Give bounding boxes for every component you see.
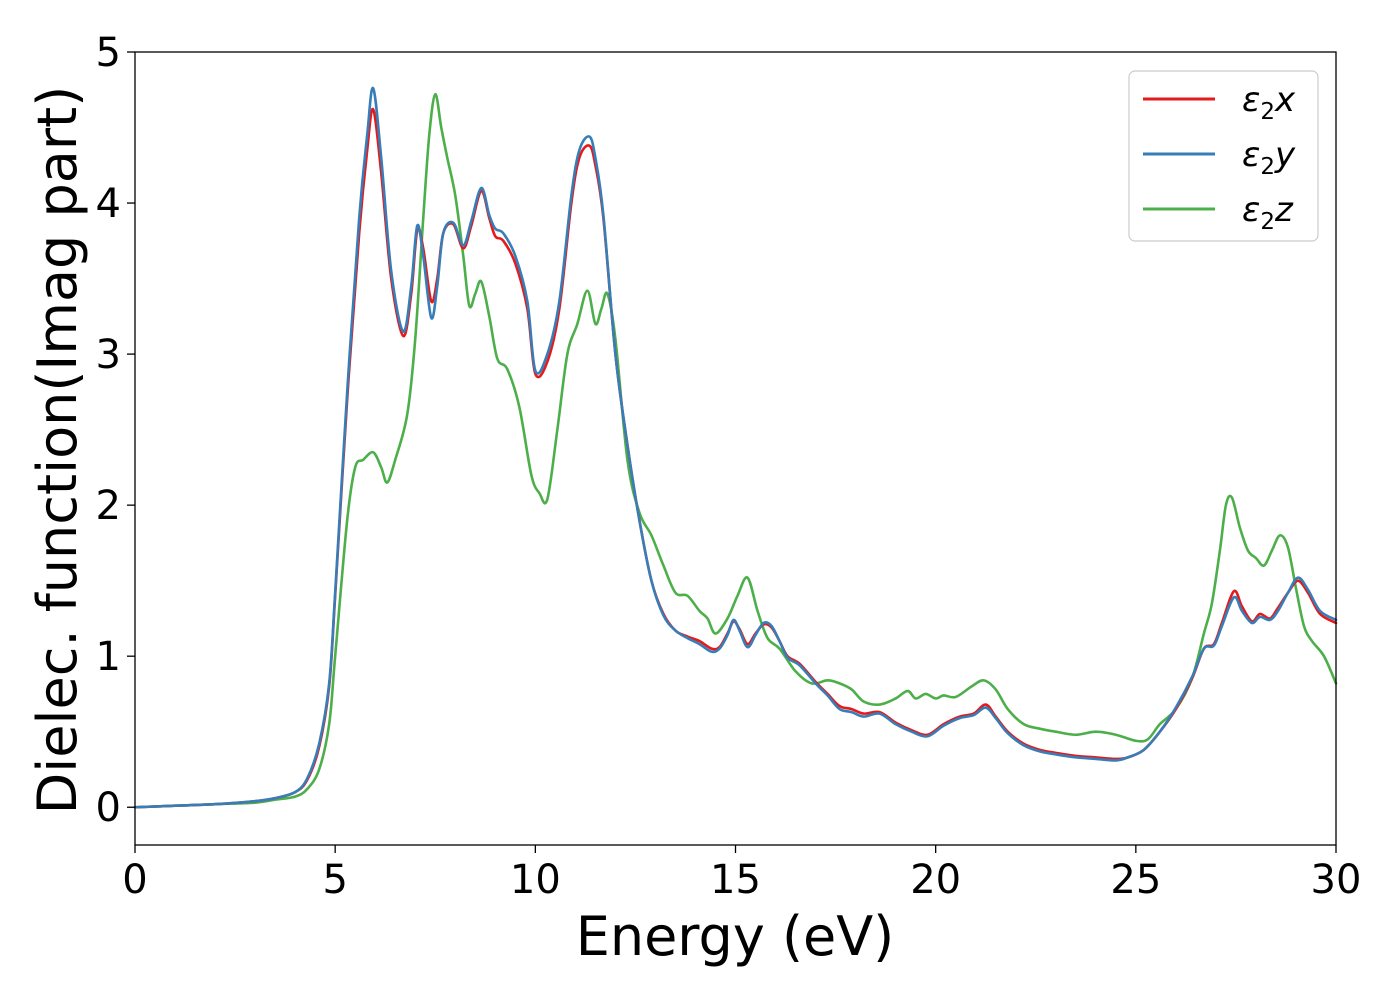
legend: ε2x ε2y ε2z (1128, 70, 1319, 242)
y-axis-label: Dielec. function(Imag part) (26, 86, 89, 815)
series-line-y (133, 86, 1338, 809)
y-tick-label: 2 (96, 483, 121, 529)
y-tick-label: 1 (96, 634, 121, 680)
legend-label-x: ε2x (1242, 80, 1296, 125)
x-tick-label: 20 (910, 857, 961, 903)
x-axis: 0 5 10 15 20 25 30 (122, 845, 1361, 903)
legend-label-z: ε2z (1242, 190, 1294, 235)
y-tick-label: 0 (96, 785, 121, 831)
x-tick-label: 15 (710, 857, 761, 903)
y-tick-label: 5 (96, 30, 121, 76)
x-tick-label: 30 (1311, 857, 1362, 903)
legend-box (1128, 70, 1319, 242)
x-tick-label: 0 (122, 857, 147, 903)
x-tick-label: 25 (1110, 857, 1161, 903)
y-tick-label: 4 (96, 181, 121, 227)
x-axis-label: Energy (eV) (576, 905, 895, 968)
x-tick-label: 5 (322, 857, 347, 903)
legend-label-y: ε2y (1242, 135, 1296, 180)
x-tick-label: 10 (510, 857, 561, 903)
y-axis: 0 1 2 3 4 5 (96, 30, 135, 831)
y-tick-label: 3 (96, 332, 121, 378)
series-layer (133, 86, 1338, 809)
